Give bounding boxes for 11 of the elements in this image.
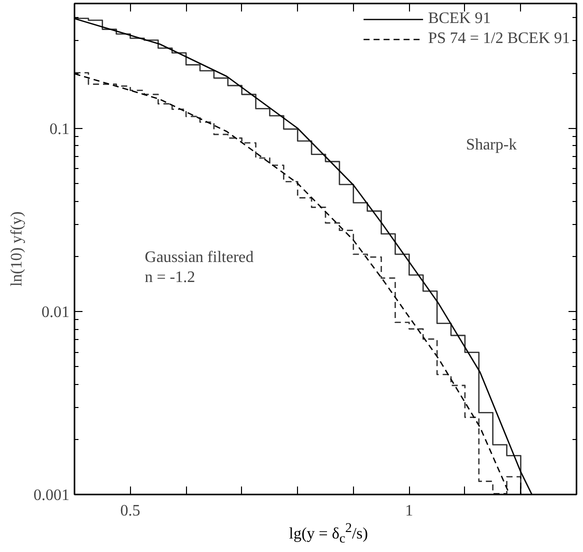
- y-tick-label: 0.001: [34, 487, 70, 504]
- legend-label: PS 74 = 1/2 BCEK 91: [428, 30, 570, 48]
- annotation: Gaussian filtered n = -1.2: [144, 248, 254, 286]
- x-tick-label: 0.5: [120, 502, 140, 520]
- x-axis-title: lg(y = δ$_{c}$$^{2}$/s): [288, 519, 369, 548]
- y-axis-title: ln(10) yf(y): [8, 211, 26, 287]
- legend-label: BCEK 91: [428, 10, 491, 28]
- x-tick-label: 1: [405, 502, 414, 520]
- annotation: Sharp-k: [466, 136, 517, 154]
- y-tick-label: 0.01: [42, 304, 70, 321]
- y-tick-label: 0.1: [50, 120, 70, 138]
